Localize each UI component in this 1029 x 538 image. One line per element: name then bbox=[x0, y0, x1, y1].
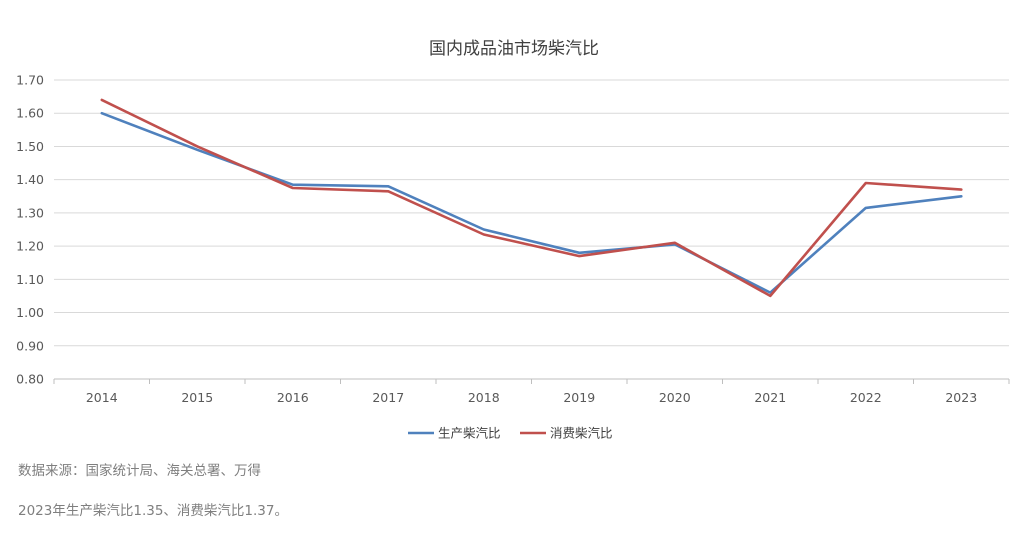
y-tick-label: 1.60 bbox=[16, 106, 44, 121]
y-tick-label: 0.80 bbox=[16, 372, 44, 387]
y-tick-label: 1.10 bbox=[16, 272, 44, 287]
x-tick-label: 2018 bbox=[468, 390, 500, 405]
y-tick-label: 1.70 bbox=[16, 73, 44, 88]
series-lines bbox=[100, 98, 963, 298]
x-tick-label: 2016 bbox=[277, 390, 309, 405]
series-line-2 bbox=[100, 98, 963, 298]
legend-label-2: 消费柴汽比 bbox=[550, 426, 613, 441]
x-axis: 2014 2015 2016 2017 2018 2019 2020 2021 2022 2023 bbox=[53, 378, 1010, 405]
x-tick-label: 2020 bbox=[659, 390, 691, 405]
x-tick-label: 2023 bbox=[945, 390, 977, 405]
legend-label-1: 生产柴汽比 bbox=[438, 426, 501, 441]
summary-note: 2023年生产柴汽比1.35、消费柴汽比1.37。 bbox=[18, 503, 288, 519]
x-tick-label: 2015 bbox=[181, 390, 213, 405]
y-tick-label: 1.40 bbox=[16, 172, 44, 187]
y-tick-label: 1.20 bbox=[16, 239, 44, 254]
x-tick-label: 2014 bbox=[86, 390, 118, 405]
x-tick-label: 2017 bbox=[372, 390, 404, 405]
y-tick-label: 1.30 bbox=[16, 205, 44, 220]
y-axis: 0.80 0.90 1.00 1.10 1.20 1.30 1.40 1.50 1.60 1.70 bbox=[16, 73, 44, 387]
y-tick-label: 1.50 bbox=[16, 139, 44, 154]
data-source-note: 数据来源：国家统计局、海关总署、万得 bbox=[18, 463, 261, 479]
y-tick-label: 1.00 bbox=[16, 305, 44, 320]
y-tick-label: 0.90 bbox=[16, 338, 44, 353]
legend: 生产柴汽比 消费柴汽比 bbox=[408, 426, 613, 441]
grid bbox=[54, 79, 1009, 347]
x-tick-label: 2019 bbox=[563, 390, 595, 405]
line-chart: 国内成品油市场柴汽比 0.80 0.90 1.00 1.10 1.20 1.30 1.40 1… bbox=[16, 39, 1010, 441]
chart-title: 国内成品油市场柴汽比 bbox=[429, 39, 599, 59]
series-line-1 bbox=[100, 111, 963, 294]
x-tick-label: 2022 bbox=[850, 390, 882, 405]
x-tick-label: 2021 bbox=[754, 390, 786, 405]
